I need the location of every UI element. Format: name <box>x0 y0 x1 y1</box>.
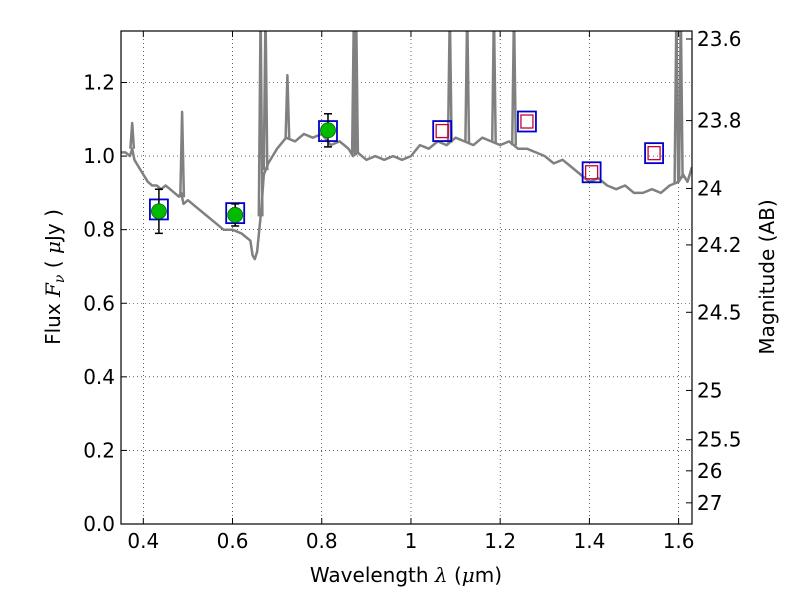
spectrum-emission-line <box>257 31 264 217</box>
x-tick-label: 1 <box>405 529 418 553</box>
y2-tick-label: 24.5 <box>697 300 742 324</box>
x-tick-label: 0.6 <box>217 529 249 553</box>
predicted-flux-box <box>647 145 661 161</box>
y2-tick-label: 23.8 <box>697 109 742 133</box>
y2-tick-label: 25 <box>697 378 722 402</box>
y-axis-right: 23.6 23.8 24 24.2 24.5 25 25.5 26 27 <box>686 27 742 515</box>
spectrum-emission-line <box>446 31 453 143</box>
spectrum-emission-line <box>490 31 497 143</box>
y2-tick-label: 24.2 <box>697 233 742 257</box>
spectrum-emission-line <box>353 31 360 154</box>
y2-tick-label: 23.6 <box>697 27 742 51</box>
y-axis-left: 0.0 0.2 0.4 0.6 0.8 1.0 1.2 <box>83 71 127 536</box>
x-tick-label: 0.8 <box>306 529 338 553</box>
spectrum-emission-line <box>284 73 291 139</box>
spectrum-emission-line <box>673 31 680 183</box>
y2-tick-label: 24 <box>697 176 722 200</box>
spectrum-emission-line <box>510 31 518 146</box>
y-tick-label: 0.4 <box>83 365 115 389</box>
y-tick-label: 0.6 <box>83 291 115 315</box>
y-axis-title: Flux Fν ( μJy ) <box>41 209 68 345</box>
plot-area <box>121 31 692 261</box>
x-axis: 0.4 0.6 0.8 1 1.2 1.4 1.6 <box>127 31 695 553</box>
y-tick-label: 0.8 <box>83 218 115 242</box>
x-tick-label: 1.4 <box>573 529 605 553</box>
model-flux-box <box>432 120 453 142</box>
y-tick-label: 1.2 <box>83 71 115 95</box>
model-flux-box <box>581 161 602 184</box>
spectrum-emission-line <box>464 31 471 143</box>
x-tick-label: 1.2 <box>484 529 516 553</box>
y2-tick-label: 26 <box>697 459 722 483</box>
predicted-flux-box <box>584 165 599 180</box>
y-tick-label: 0.0 <box>83 512 115 536</box>
x-axis-title: Wavelength λ (μm) <box>310 563 502 587</box>
spectrum-emission-line <box>179 110 186 198</box>
y-tick-label: 0.2 <box>83 438 115 462</box>
y2-axis-title: Magnitude (AB) <box>755 199 779 354</box>
observed-flux-point <box>227 207 244 223</box>
y-tick-label: 1.0 <box>83 144 115 168</box>
spectrum-emission-line <box>129 121 136 149</box>
x-tick-label: 0.4 <box>127 529 159 553</box>
observed-flux-point <box>320 122 336 139</box>
predicted-flux-box <box>435 123 449 139</box>
spectrum-line <box>121 132 692 261</box>
grid-lines <box>121 31 692 524</box>
plot-frame <box>120 30 693 525</box>
x-tick-label: 1.6 <box>663 529 695 553</box>
model-flux-box <box>644 142 664 165</box>
spectrum-emission-line <box>677 31 684 179</box>
model-flux-box <box>517 110 537 133</box>
observed-flux-point <box>151 203 167 220</box>
spectrum-emission-line <box>262 31 269 171</box>
predicted-flux-box <box>520 114 534 129</box>
y2-tick-label: 27 <box>697 491 722 515</box>
y2-tick-label: 25.5 <box>697 428 742 452</box>
